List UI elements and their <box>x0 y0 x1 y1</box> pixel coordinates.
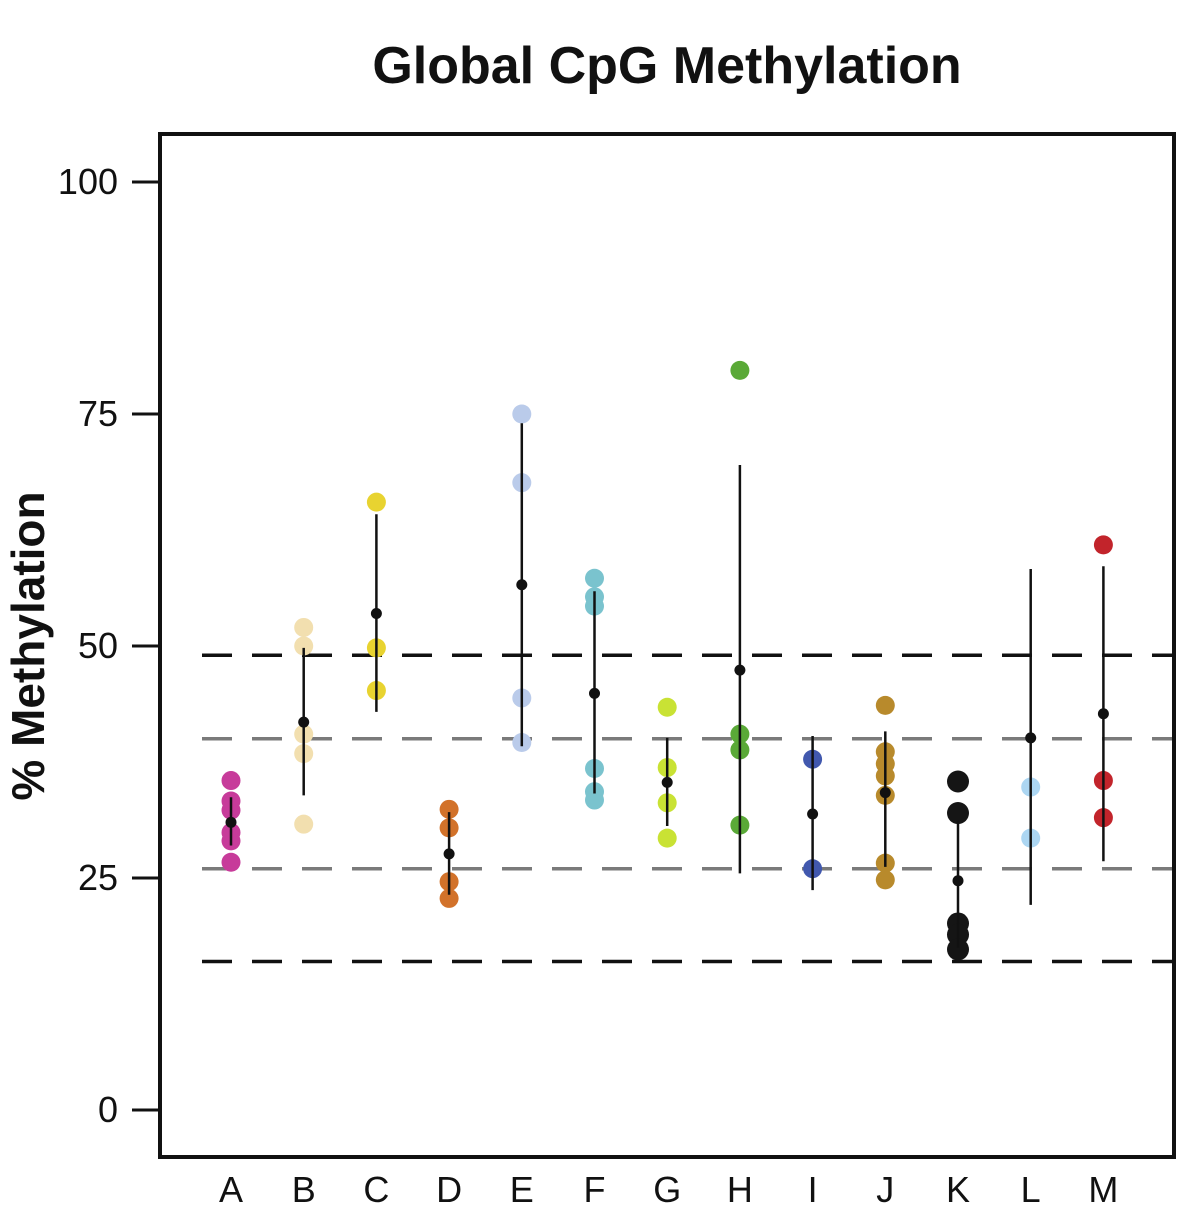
point-M-1 <box>1093 535 1113 555</box>
x-tick-label-L: L <box>1021 1169 1041 1209</box>
mean-D <box>443 848 455 860</box>
point-D-4 <box>439 888 459 908</box>
mean-I <box>807 808 819 820</box>
group-H <box>730 360 750 874</box>
point-B-1 <box>294 617 314 637</box>
x-tick-label-F: F <box>584 1169 606 1209</box>
x-axis: A B C D E F G H I J K L M <box>219 1169 1118 1209</box>
point-J-1 <box>875 695 895 715</box>
y-tick-label-0: 0 <box>98 1089 118 1130</box>
x-tick-label-D: D <box>436 1169 462 1209</box>
point-G-4 <box>657 828 677 848</box>
mean-E <box>516 579 528 591</box>
group-B <box>294 617 314 834</box>
y-axis: 0 25 50 75 100 <box>58 161 160 1130</box>
group-E <box>512 404 532 753</box>
point-D-1 <box>439 799 459 819</box>
x-tick-label-B: B <box>292 1169 316 1209</box>
x-tick-label-A: A <box>219 1169 243 1209</box>
mean-H <box>734 664 746 676</box>
x-tick-label-K: K <box>946 1169 970 1209</box>
point-G-1 <box>657 697 677 717</box>
group-C <box>366 492 386 712</box>
point-E-1 <box>512 404 532 424</box>
group-J <box>875 695 895 890</box>
group-L <box>1021 568 1041 905</box>
y-tick-label-75: 75 <box>78 393 118 434</box>
plot-frame <box>158 132 1176 1159</box>
mean-K <box>952 875 964 887</box>
point-B-5 <box>294 814 314 834</box>
y-tick-label-25: 25 <box>78 857 118 898</box>
group-I <box>803 736 823 891</box>
group-D <box>439 799 459 908</box>
reference-lines <box>202 653 1174 964</box>
mean-B <box>298 716 310 728</box>
mean-G <box>661 776 673 788</box>
point-K-5 <box>947 938 969 961</box>
x-tick-label-C: C <box>363 1169 389 1209</box>
mean-F <box>589 687 600 699</box>
data-groups <box>221 360 1113 961</box>
x-tick-label-M: M <box>1088 1169 1118 1209</box>
point-H-1 <box>730 360 750 380</box>
mean-L <box>1025 732 1037 744</box>
group-M <box>1093 535 1113 862</box>
group-F <box>585 568 604 810</box>
point-K-2 <box>947 802 969 825</box>
group-G <box>657 697 677 848</box>
point-C-1 <box>366 492 386 512</box>
x-tick-label-H: H <box>727 1169 753 1209</box>
point-A-1 <box>221 771 241 791</box>
x-tick-label-G: G <box>653 1169 681 1209</box>
mean-J <box>879 787 891 799</box>
group-A <box>221 771 241 872</box>
group-K <box>947 770 969 961</box>
mean-C <box>370 608 382 620</box>
point-F-1 <box>585 568 604 588</box>
point-K-1 <box>947 770 969 793</box>
x-tick-label-I: I <box>808 1169 818 1209</box>
y-tick-label-50: 50 <box>78 625 118 666</box>
point-F-6 <box>585 790 604 810</box>
x-tick-label-E: E <box>510 1169 534 1209</box>
point-B-2 <box>294 636 314 656</box>
mean-A <box>225 816 237 828</box>
point-A-6 <box>221 852 241 872</box>
chart-title: Global CpG Methylation <box>372 37 962 95</box>
mean-M <box>1097 708 1109 720</box>
point-J-7 <box>875 870 895 890</box>
x-tick-label-J: J <box>876 1169 894 1209</box>
y-tick-label-100: 100 <box>58 161 118 202</box>
